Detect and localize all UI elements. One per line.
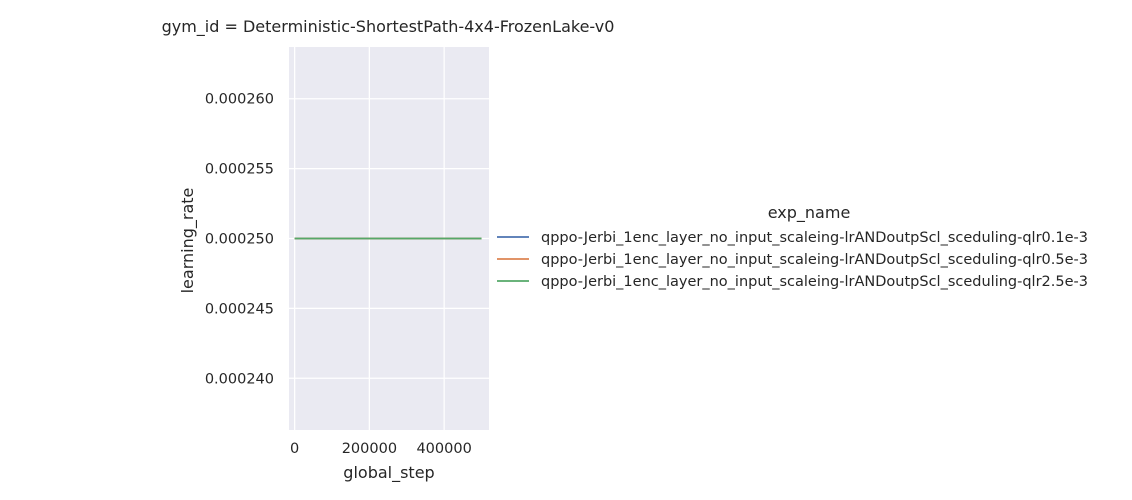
legend-label: qppo-Jerbi_1enc_layer_no_input_scaleing-… (541, 252, 1088, 268)
y-axis-label: learning_rate (178, 188, 198, 294)
legend-label: qppo-Jerbi_1enc_layer_no_input_scaleing-… (541, 274, 1088, 290)
legend-items: qppo-Jerbi_1enc_layer_no_input_scaleing-… (497, 230, 1088, 290)
y-axis-ticks: 0.000240 0.000245 0.000250 0.000255 0.000260 (205, 92, 274, 388)
legend-label: qppo-Jerbi_1enc_layer_no_input_scaleing-… (541, 230, 1088, 246)
y-tick-label: 0.000245 (205, 301, 274, 317)
x-tick-label: 200000 (342, 441, 397, 457)
x-axis-label: global_step (343, 463, 434, 483)
x-tick-label: 400000 (416, 441, 471, 457)
y-tick-label: 0.000250 (205, 232, 274, 248)
y-tick-label: 0.000260 (205, 92, 274, 108)
x-tick-label: 0 (290, 441, 299, 457)
legend-title: exp_name (768, 203, 851, 223)
legend: exp_name qppo-Jerbi_1enc_layer_no_input_… (497, 203, 1088, 290)
y-tick-label: 0.000255 (205, 162, 274, 178)
y-tick-label: 0.000240 (205, 371, 274, 387)
x-axis-ticks: 0 200000 400000 (290, 441, 472, 457)
chart-title: gym_id = Deterministic-ShortestPath-4x4-… (162, 17, 615, 37)
